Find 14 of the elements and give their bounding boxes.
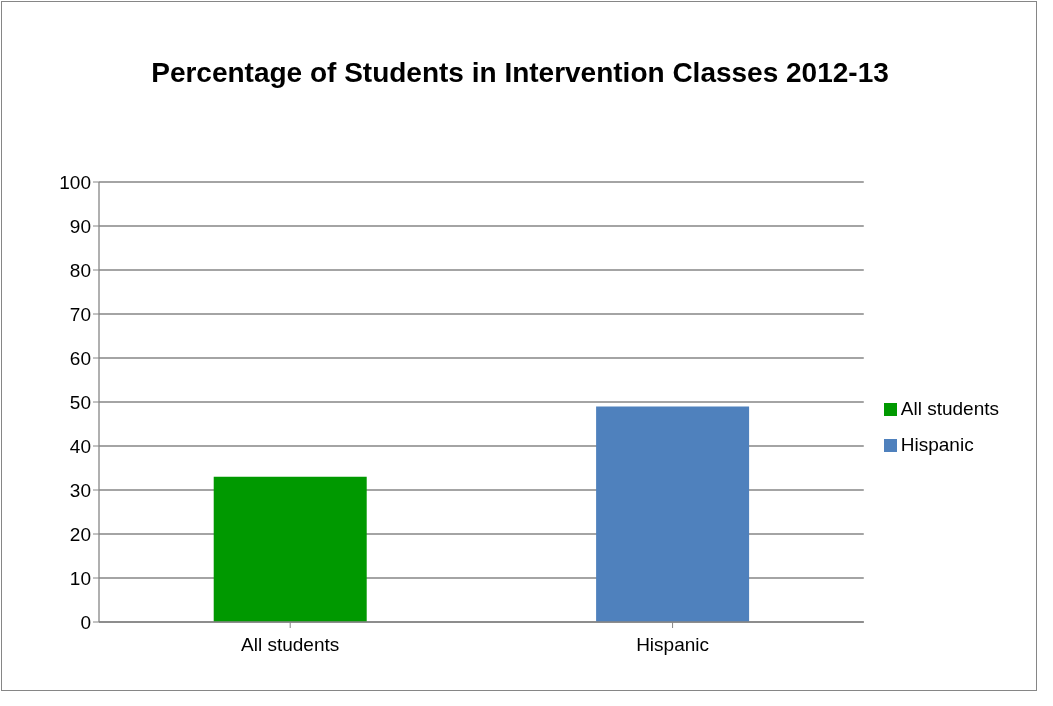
y-tick-label: 90: [69, 215, 91, 237]
y-tick-label: 60: [69, 347, 91, 369]
legend-label: All students: [900, 398, 999, 419]
y-tick-label: 70: [69, 303, 91, 325]
y-tick-label: 0: [80, 611, 91, 633]
legend-label: Hispanic: [900, 434, 974, 455]
y-tick-label: 10: [69, 567, 91, 589]
y-tick-label: 50: [69, 391, 91, 413]
chart-title: Percentage of Students in Intervention Classes 2012-13: [150, 57, 890, 89]
y-tick-label: 80: [69, 259, 91, 281]
y-tick-label: 20: [69, 523, 91, 545]
y-tick-label: 30: [69, 479, 91, 501]
y-tick-label: 40: [69, 435, 91, 457]
y-tick-label: 100: [59, 171, 91, 193]
